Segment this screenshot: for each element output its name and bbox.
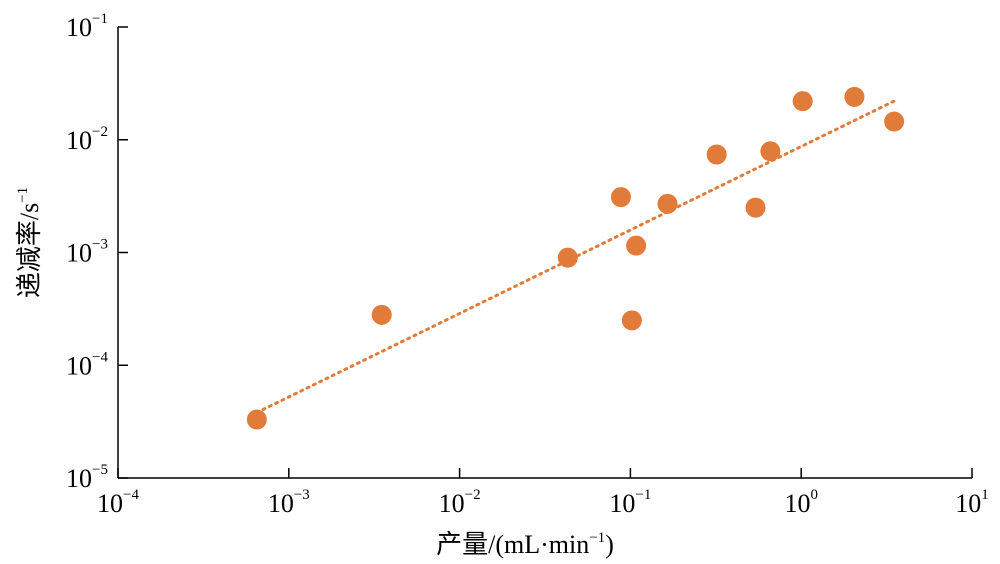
data-point xyxy=(657,193,678,214)
data-point xyxy=(844,86,865,107)
data-point xyxy=(760,141,781,162)
data-point xyxy=(792,91,813,112)
x-tick-label: 10−1 xyxy=(609,487,651,518)
x-tick-label: 10−2 xyxy=(439,487,481,518)
trendline xyxy=(255,99,896,415)
y-axis-title-sup: −1 xyxy=(15,187,31,203)
data-points xyxy=(246,86,905,430)
y-tick-label: 10−4 xyxy=(66,349,108,380)
y-axis-title-main: 递减率/s xyxy=(15,203,44,298)
y-axis-ticks: 10−5 10−4 10−3 10−2 10−1 xyxy=(66,11,128,493)
y-axis-title: 递减率/s−1 xyxy=(15,187,44,298)
y-tick-label: 10−1 xyxy=(66,11,108,42)
data-point xyxy=(371,304,392,325)
data-point xyxy=(246,409,267,430)
data-point xyxy=(621,310,642,331)
x-axis-title: 产量/(mL·min−1) xyxy=(436,530,614,559)
x-tick-label: 10−3 xyxy=(268,487,310,518)
data-point xyxy=(706,144,727,165)
data-point xyxy=(884,111,905,132)
y-tick-label: 10−5 xyxy=(66,462,108,493)
data-point xyxy=(610,187,631,208)
x-tick-label: 10−4 xyxy=(97,487,139,518)
data-point xyxy=(745,197,766,218)
x-axis-title-main: 产量/(mL·min xyxy=(436,530,589,559)
axes xyxy=(117,27,972,479)
y-tick-label: 10−2 xyxy=(66,124,108,155)
x-axis-ticks: 10−4 10−3 10−2 10−1 100 101 xyxy=(97,468,989,518)
data-point xyxy=(626,235,647,256)
y-tick-label: 10−3 xyxy=(66,237,108,268)
x-tick-label: 101 xyxy=(955,487,989,518)
data-point xyxy=(557,247,578,268)
x-axis-title-end: ) xyxy=(605,530,614,559)
x-axis-title-sup: −1 xyxy=(589,530,605,546)
x-tick-label: 100 xyxy=(784,487,818,518)
